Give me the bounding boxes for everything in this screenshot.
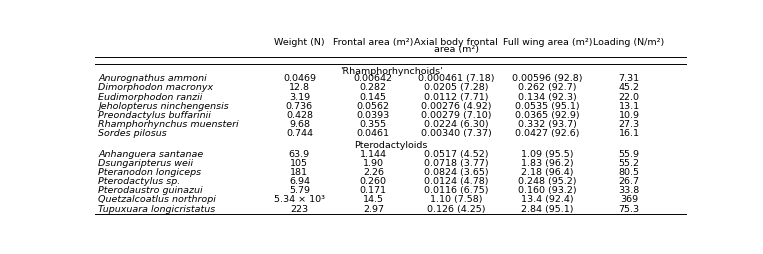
Text: 22.0: 22.0	[619, 92, 639, 102]
Text: 2.84 (95.1): 2.84 (95.1)	[521, 204, 574, 214]
Text: 0.282: 0.282	[360, 83, 387, 92]
Text: 1.10 (7.58): 1.10 (7.58)	[430, 195, 482, 204]
Text: 26.7: 26.7	[619, 177, 639, 186]
Text: Pteranodon longiceps: Pteranodon longiceps	[98, 168, 201, 177]
Text: 0.428: 0.428	[286, 111, 313, 120]
Text: 0.0535 (95.1): 0.0535 (95.1)	[516, 102, 580, 111]
Text: 0.260: 0.260	[360, 177, 387, 186]
Text: 1.90: 1.90	[362, 159, 384, 168]
Text: Axial body frontal: Axial body frontal	[414, 38, 498, 47]
Text: Anhanguera santanae: Anhanguera santanae	[98, 150, 204, 159]
Text: 1.144: 1.144	[360, 150, 387, 159]
Text: Preondactylus buffarinii: Preondactylus buffarinii	[98, 111, 211, 120]
Text: 223: 223	[290, 204, 308, 214]
Text: 63.9: 63.9	[289, 150, 310, 159]
Text: 0.0824 (3.65): 0.0824 (3.65)	[423, 168, 488, 177]
Text: 0.134 (92.3): 0.134 (92.3)	[518, 92, 577, 102]
Text: Full wing area (m²): Full wing area (m²)	[503, 38, 593, 47]
Text: Frontal area (m²): Frontal area (m²)	[333, 38, 414, 47]
Text: 0.248 (95.2): 0.248 (95.2)	[519, 177, 577, 186]
Text: Dimorphodon macronyx: Dimorphodon macronyx	[98, 83, 214, 92]
Text: 0.00596 (92.8): 0.00596 (92.8)	[513, 74, 583, 83]
Text: 0.0224 (6.30): 0.0224 (6.30)	[423, 120, 488, 129]
Text: 27.3: 27.3	[619, 120, 639, 129]
Text: 0.00279 (7.10): 0.00279 (7.10)	[421, 111, 491, 120]
Text: 0.262 (92.7): 0.262 (92.7)	[519, 83, 577, 92]
Text: 33.8: 33.8	[619, 186, 639, 195]
Text: Dsungaripterus weii: Dsungaripterus weii	[98, 159, 194, 168]
Text: 55.9: 55.9	[619, 150, 639, 159]
Text: 0.0469: 0.0469	[283, 74, 316, 83]
Text: Eudimorphodon ranzii: Eudimorphodon ranzii	[98, 92, 203, 102]
Text: 0.0205 (7.28): 0.0205 (7.28)	[423, 83, 488, 92]
Text: 0.0124 (4.78): 0.0124 (4.78)	[423, 177, 488, 186]
Text: Anurognathus ammoni: Anurognathus ammoni	[98, 74, 207, 83]
Text: 2.18 (96.4): 2.18 (96.4)	[521, 168, 574, 177]
Text: 0.171: 0.171	[360, 186, 387, 195]
Text: Loading (N/m²): Loading (N/m²)	[594, 38, 665, 47]
Text: Pterodaustro guinazui: Pterodaustro guinazui	[98, 186, 203, 195]
Text: 0.0718 (3.77): 0.0718 (3.77)	[423, 159, 488, 168]
Text: 0.145: 0.145	[360, 92, 387, 102]
Text: 0.0562: 0.0562	[357, 102, 390, 111]
Text: Sordes pilosus: Sordes pilosus	[98, 129, 167, 138]
Text: 5.79: 5.79	[289, 186, 310, 195]
Text: 0.0427 (92.6): 0.0427 (92.6)	[516, 129, 580, 138]
Text: 105: 105	[291, 159, 308, 168]
Text: 0.0461: 0.0461	[357, 129, 390, 138]
Text: Jeholopterus ninchengensis: Jeholopterus ninchengensis	[98, 102, 229, 111]
Text: 16.1: 16.1	[619, 129, 639, 138]
Text: 6.94: 6.94	[289, 177, 310, 186]
Text: 1.09 (95.5): 1.09 (95.5)	[521, 150, 574, 159]
Text: 13.4 (92.4): 13.4 (92.4)	[521, 195, 574, 204]
Text: 181: 181	[291, 168, 308, 177]
Text: 1.83 (96.2): 1.83 (96.2)	[521, 159, 574, 168]
Text: 0.355: 0.355	[359, 120, 387, 129]
Text: 12.8: 12.8	[289, 83, 310, 92]
Text: 80.5: 80.5	[619, 168, 639, 177]
Text: 2.97: 2.97	[362, 204, 384, 214]
Text: area (m²): area (m²)	[433, 45, 478, 54]
Text: 9.68: 9.68	[289, 120, 310, 129]
Text: 3.19: 3.19	[289, 92, 310, 102]
Text: 7.31: 7.31	[619, 74, 639, 83]
Text: 2.26: 2.26	[362, 168, 384, 177]
Text: 0.0116 (6.75): 0.0116 (6.75)	[423, 186, 488, 195]
Text: 0.332 (93.7): 0.332 (93.7)	[518, 120, 577, 129]
Text: 0.736: 0.736	[286, 102, 313, 111]
Text: 75.3: 75.3	[619, 204, 639, 214]
Text: 'Rhamphorhynchoids': 'Rhamphorhynchoids'	[340, 67, 443, 75]
Text: 0.126 (4.25): 0.126 (4.25)	[427, 204, 485, 214]
Text: 0.744: 0.744	[286, 129, 313, 138]
Text: 0.00276 (4.92): 0.00276 (4.92)	[421, 102, 491, 111]
Text: 14.5: 14.5	[362, 195, 384, 204]
Text: 0.0365 (92.9): 0.0365 (92.9)	[516, 111, 580, 120]
Text: 0.00642: 0.00642	[354, 74, 393, 83]
Text: 45.2: 45.2	[619, 83, 639, 92]
Text: Quetzalcoatlus northropi: Quetzalcoatlus northropi	[98, 195, 216, 204]
Text: 5.34 × 10³: 5.34 × 10³	[274, 195, 325, 204]
Text: 0.0517 (4.52): 0.0517 (4.52)	[423, 150, 488, 159]
Text: Weight (N): Weight (N)	[274, 38, 325, 47]
Text: Rhamphorhynchus muensteri: Rhamphorhynchus muensteri	[98, 120, 239, 129]
Text: Tupuxuara longicristatus: Tupuxuara longicristatus	[98, 204, 216, 214]
Text: 0.00340 (7.37): 0.00340 (7.37)	[420, 129, 491, 138]
Text: 0.000461 (7.18): 0.000461 (7.18)	[418, 74, 494, 83]
Text: 0.0393: 0.0393	[356, 111, 390, 120]
Text: 13.1: 13.1	[619, 102, 639, 111]
Text: Pterodactyloids: Pterodactyloids	[354, 140, 428, 150]
Text: 0.160 (93.2): 0.160 (93.2)	[518, 186, 577, 195]
Text: 10.9: 10.9	[619, 111, 639, 120]
Text: 369: 369	[620, 195, 638, 204]
Text: 0.0112 (7.71): 0.0112 (7.71)	[423, 92, 488, 102]
Text: Pterodactylus sp.: Pterodactylus sp.	[98, 177, 181, 186]
Text: 55.2: 55.2	[619, 159, 639, 168]
